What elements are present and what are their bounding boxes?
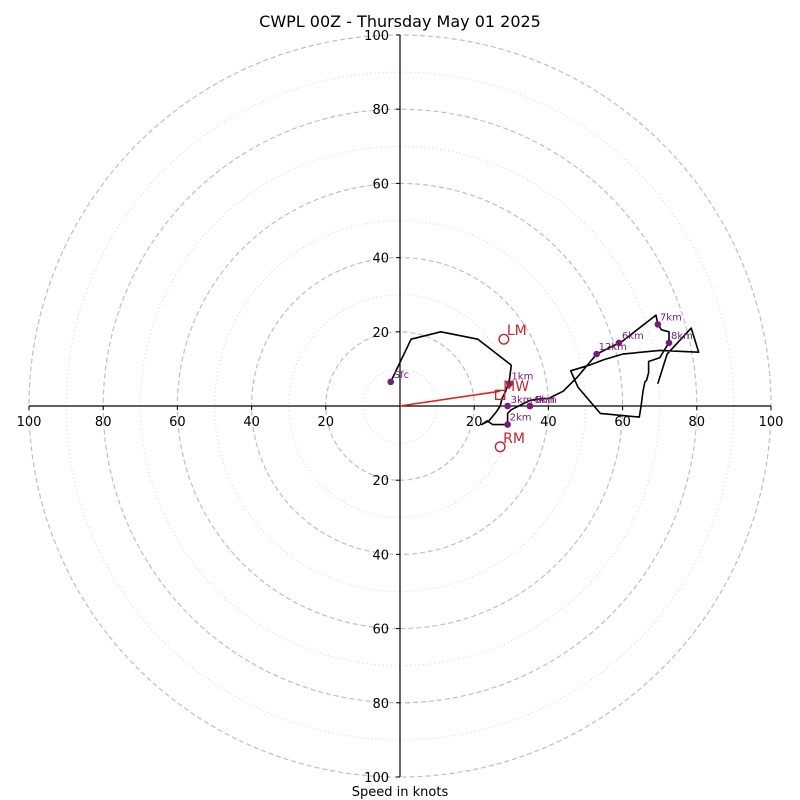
storm-motion-marker-lm [498, 333, 510, 345]
height-label-4km: 4km [533, 395, 555, 406]
x-tick-label: 20 [466, 415, 483, 430]
height-label-1km: 1km [511, 372, 533, 383]
height-label-6km: 6km [622, 331, 644, 342]
storm-motion-label-rm: RM [503, 431, 525, 447]
y-tick-label: 40 [372, 548, 389, 563]
height-point-2km [504, 421, 511, 428]
storm-motion-marker-mw [494, 389, 506, 401]
x-tick-label: 40 [243, 415, 260, 430]
y-tick-label: 40 [372, 252, 389, 267]
y-tick-label: 60 [372, 177, 389, 192]
shear-vector-line [399, 390, 501, 407]
height-point-1km [506, 380, 513, 388]
height-point-sfc [387, 378, 395, 386]
chart-title: CWPL 00Z - Thursday May 01 2025 [259, 12, 541, 31]
x-tick-label: 60 [614, 415, 631, 430]
storm-motion-marker-rm [494, 441, 506, 453]
height-point-3km [504, 402, 511, 410]
height-point-6km [615, 339, 623, 347]
storm-motion-markers: LM MW RM [494, 323, 529, 453]
x-tick-label: 60 [169, 415, 186, 430]
height-label-7km: 7km [660, 312, 682, 323]
hodograph-line [389, 314, 700, 426]
y-tick-label: 80 [372, 103, 389, 118]
x-tick-label: 80 [95, 415, 112, 430]
y-tick-label: 60 [372, 623, 389, 638]
height-point-8km [665, 339, 673, 347]
height-point-7km [654, 321, 662, 328]
y-tick-label: 20 [372, 474, 389, 489]
y-tick-label: 100 [364, 771, 389, 786]
storm-motion-label-mw: MW [503, 379, 529, 395]
height-label-sfc: Sfc [394, 370, 409, 381]
x-tick-label: 100 [17, 415, 42, 430]
height-point-5km [526, 402, 534, 410]
y-tick-label: 80 [372, 697, 389, 712]
height-point-12km [593, 350, 600, 358]
storm-motion-label-lm: LM [507, 323, 527, 339]
shear-vector-group [399, 390, 501, 407]
x-tick-label: 100 [759, 415, 784, 430]
hodograph-trace-group [389, 314, 700, 426]
height-label-8km: 8km [671, 331, 693, 342]
height-label-5km: 5km [535, 395, 557, 406]
height-label-12km: 12km [599, 342, 627, 353]
x-axis-label: Speed in knots [352, 785, 449, 800]
tick-labels: 100 80 60 40 20 20 40 60 80 100 100 80 60 40 20 20 40 60 8… [17, 29, 784, 786]
y-tick-label: 100 [364, 29, 389, 44]
x-tick-label: 80 [689, 415, 706, 430]
x-tick-label: 20 [318, 415, 335, 430]
height-label-2km: 2km [510, 413, 532, 424]
x-tick-label: 40 [540, 415, 557, 430]
height-label-3km: 3km [511, 395, 533, 406]
y-tick-label: 20 [372, 326, 389, 341]
